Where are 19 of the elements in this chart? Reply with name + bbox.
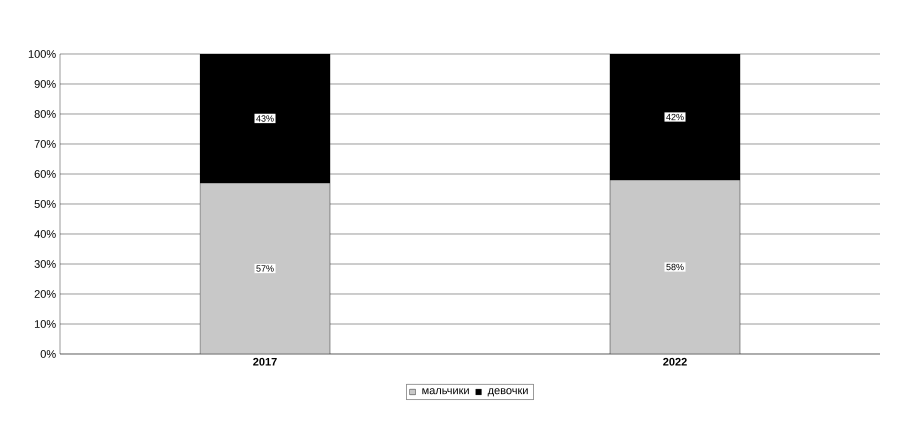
y-tick-label: 30%	[34, 260, 56, 268]
data-label: 58%	[666, 264, 684, 270]
y-tick-label: 0%	[40, 350, 56, 358]
y-tick-label: 80%	[34, 110, 56, 118]
data-label: 57%	[256, 265, 274, 272]
y-tick-label: 20%	[34, 290, 56, 298]
x-tick-label: 2022	[663, 358, 687, 366]
y-tick-label: 60%	[34, 170, 56, 178]
legend-label: девочки	[488, 388, 528, 396]
y-tick-label: 10%	[34, 320, 56, 328]
y-tick-label: 40%	[34, 230, 56, 238]
y-tick-label: 90%	[34, 80, 56, 88]
y-tick-label: 70%	[34, 140, 56, 148]
y-tick-label: 50%	[34, 200, 56, 208]
data-label: 42%	[666, 114, 684, 120]
legend-label: мальчики	[422, 388, 469, 394]
y-tick-label: 100%	[28, 50, 56, 58]
x-tick-label: 2017	[253, 358, 277, 366]
data-label: 43%	[256, 115, 274, 122]
